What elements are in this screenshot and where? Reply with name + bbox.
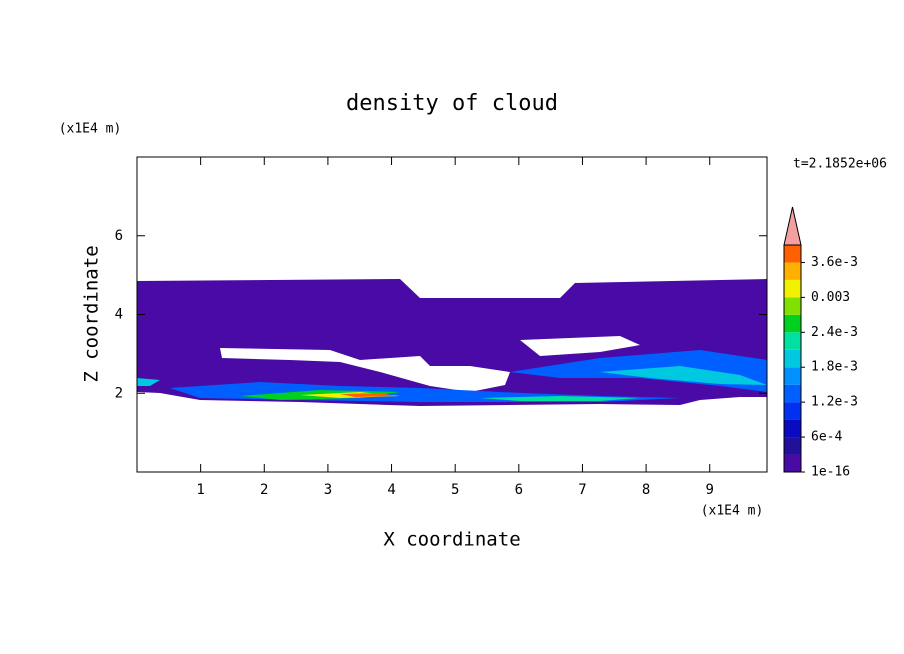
colorbar-tick-label: 1.8e-3 xyxy=(811,360,858,375)
x-tick-label: 6 xyxy=(515,482,523,498)
colorbar-tick-label: 6e-4 xyxy=(811,430,842,445)
colorbar-band xyxy=(784,349,801,368)
cloud-core xyxy=(137,378,160,386)
cloud-core xyxy=(340,393,395,397)
colorbar-extend xyxy=(783,206,802,246)
x-unit: (x1E4 m) xyxy=(701,504,764,519)
colorbar-band xyxy=(784,367,801,385)
cloud-hole xyxy=(220,348,510,392)
colorbar-tick-label: 1e-16 xyxy=(811,465,850,480)
colorbar-tick-label: 1.2e-3 xyxy=(811,395,858,410)
y-tick-label: 2 xyxy=(115,385,123,401)
colorbar-band xyxy=(784,454,801,472)
x-axis-label: X coordinate xyxy=(383,529,520,551)
colorbar-band xyxy=(784,245,801,263)
cloud-core xyxy=(600,366,767,385)
x-tick-label: 4 xyxy=(387,482,395,498)
x-tick-label: 1 xyxy=(196,482,204,498)
x-tick-label: 9 xyxy=(706,482,714,498)
x-tick-label: 2 xyxy=(260,482,268,498)
x-tick-label: 3 xyxy=(324,482,332,498)
colorbar-band xyxy=(784,314,801,333)
y-axis-label: Z coordinate xyxy=(81,245,103,382)
colorbar-band xyxy=(784,297,801,315)
colorbar-tick-label: 0.003 xyxy=(811,290,850,305)
axes: 1 2 3 4 5 6 7 8 9 2 4 6 xyxy=(115,157,767,498)
colorbar-band xyxy=(784,384,801,403)
colorbar-band xyxy=(784,262,801,280)
x-tick-label: 7 xyxy=(578,482,586,498)
colorbar-band xyxy=(784,419,801,438)
time-label: t=2.1852e+06 xyxy=(793,157,887,172)
cloud-hole xyxy=(520,336,640,356)
x-tick-label: 5 xyxy=(451,482,459,498)
chart-title: density of cloud xyxy=(346,91,558,116)
colorbar-tick-label: 3.6e-3 xyxy=(811,255,858,270)
colorbar-tick-label: 2.4e-3 xyxy=(811,325,858,340)
y-tick-label: 6 xyxy=(115,228,123,244)
colorbar-band xyxy=(784,332,801,350)
colorbar-frame xyxy=(783,244,802,473)
y-tick-label: 4 xyxy=(115,307,123,323)
colorbar-band xyxy=(784,437,801,455)
colorbar-band xyxy=(784,402,801,420)
x-tick-label: 8 xyxy=(642,482,650,498)
colorbar: 1e-16 6e-4 1.2e-3 1.8e-3 2.4e-3 0.003 3.6e-3 xyxy=(783,206,858,480)
cloud-field xyxy=(137,279,767,406)
y-unit: (x1E4 m) xyxy=(59,122,122,137)
colorbar-band xyxy=(784,279,801,298)
cloud-core xyxy=(480,396,640,401)
